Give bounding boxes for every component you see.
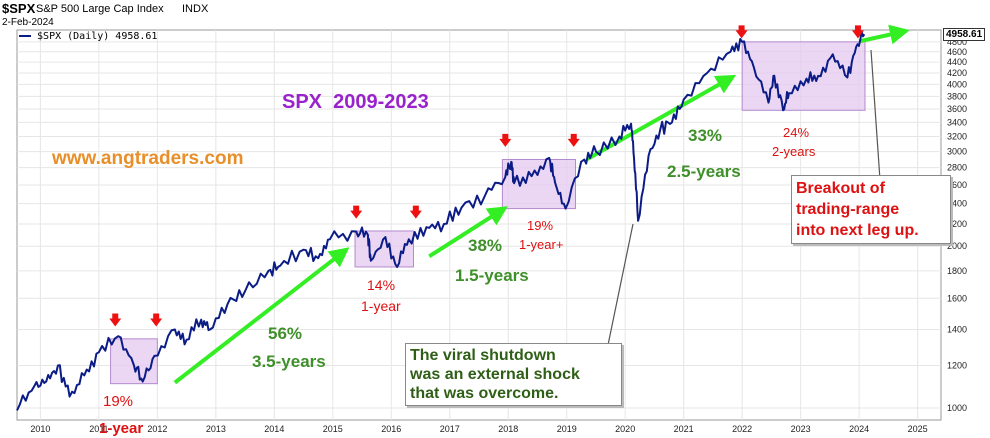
y-tick-label: 4800 [947, 37, 967, 47]
index-name: S&P 500 Large Cap Index [36, 3, 164, 15]
annotation-1-duration: 1-year [99, 420, 144, 437]
y-axis-tick-labels: 1000 1200 1400 1600 1800 2000 2200 2400 2600 2800… [947, 37, 967, 413]
x-tick-label: 2024 [849, 424, 869, 434]
trend-arrows [173, 24, 910, 385]
shutdown-line-2: was an external shock [410, 366, 580, 383]
y-tick-label: 1400 [947, 324, 967, 334]
x-tick-label: 2023 [791, 424, 811, 434]
x-tick-label: 2018 [498, 424, 518, 434]
x-tick-label: 2010 [30, 424, 50, 434]
y-tick-label: 3400 [947, 117, 967, 127]
annotation-6-duration: 2.5-years [667, 162, 741, 181]
trading-range-box [110, 338, 158, 385]
annotation-5-duration: 1-year+ [519, 237, 564, 252]
y-tick-label: 3800 [947, 91, 967, 101]
x-tick-label: 2015 [323, 424, 343, 434]
y-tick-label: 4600 [947, 47, 967, 57]
x-tick-label: 2022 [732, 424, 752, 434]
exchange-label: INDX [182, 3, 209, 15]
annotation-4-pct: 38% [468, 236, 503, 255]
down-arrow-marker-icon [735, 25, 748, 39]
y-tick-label: 2600 [947, 180, 967, 190]
legend-swatch [19, 35, 31, 37]
legend: $SPX (Daily) 4958.61 [19, 31, 157, 42]
annotation-4-duration: 1.5-years [455, 266, 529, 285]
y-tick-label: 2400 [947, 199, 967, 209]
x-tick-label: 2021 [674, 424, 694, 434]
breakout-line-1: Breakout of [796, 180, 885, 197]
shutdown-callout: The viral shutdown was an external shock… [405, 343, 622, 406]
y-tick-label: 3000 [947, 147, 967, 157]
y-tick-label: 4200 [947, 68, 967, 78]
breakout-pointer [870, 49, 881, 181]
down-arrow-marker-icon [150, 313, 163, 327]
y-tick-label: 2200 [947, 219, 967, 229]
y-tick-label: 2000 [947, 241, 967, 251]
breakout-line-3: into next leg up. [796, 222, 919, 239]
shutdown-line-1: The viral shutdown [410, 347, 556, 364]
trend-arrow [586, 74, 737, 161]
annotation-7-duration: 2-years [772, 144, 816, 159]
annotation-2-pct: 56% [268, 324, 303, 343]
symbol-title: $SPX [2, 1, 36, 16]
breakout-line-2: trading-range [796, 201, 900, 218]
shutdown-line-3: that was overcome. [410, 385, 559, 402]
x-tick-label: 2013 [206, 424, 226, 434]
annotation-3-duration: 1-year [361, 298, 401, 314]
x-tick-label: 2020 [615, 424, 635, 434]
chart-date: 2-Feb-2024 [2, 17, 54, 28]
shutdown-pointer [607, 223, 634, 346]
y-tick-label: 3200 [947, 132, 967, 142]
down-arrow-marker-icon [851, 25, 864, 39]
x-tick-label: 2019 [557, 424, 577, 434]
x-tick-label: 2014 [264, 424, 284, 434]
y-tick-label: 4400 [947, 57, 967, 67]
y-tick-label: 1000 [947, 403, 967, 413]
down-arrow-marker-icon [499, 133, 512, 147]
x-tick-label: 2017 [440, 424, 460, 434]
annotation-2-duration: 3.5-years [252, 352, 326, 371]
y-tick-label: 4000 [947, 79, 967, 89]
annotation-7-pct: 24% [783, 125, 810, 140]
last-price-label: 4958.61 [943, 28, 986, 41]
y-tick-label: 3600 [947, 104, 967, 114]
trend-arrow [173, 247, 350, 385]
y-tick-label: 1600 [947, 293, 967, 303]
legend-label: $SPX (Daily) 4958.61 [37, 31, 158, 42]
website-label: www.angtraders.com [52, 148, 244, 169]
down-arrow-marker-icon [567, 133, 580, 147]
down-arrow-marker-icon [350, 205, 363, 219]
y-tick-label: 2800 [947, 163, 967, 173]
top-markers [109, 25, 864, 327]
trading-range-box [501, 158, 576, 210]
x-tick-label: 2011 [89, 424, 108, 434]
annotation-6-pct: 33% [688, 126, 723, 145]
down-arrow-marker-icon [409, 205, 422, 219]
annotation-5-pct: 19% [527, 218, 554, 233]
annotation-1-pct: 19% [103, 393, 134, 410]
x-tick-label: 2012 [147, 424, 167, 434]
spx-price-line [16, 30, 866, 411]
x-axis-tick-labels: 2010 2011 2012 2013 2014 2015 2016 2017 2018 2019… [30, 424, 927, 434]
y-tick-label: 1800 [947, 266, 967, 276]
overlay-title: SPX 2009-2023 [282, 91, 429, 113]
y-tick-label: 1200 [947, 360, 967, 370]
x-tick-label: 2016 [381, 424, 401, 434]
trend-arrow [428, 206, 508, 259]
x-tick-label: 2025 [908, 424, 928, 434]
breakout-callout: Breakout of trading-range into next leg … [791, 175, 951, 244]
down-arrow-marker-icon [109, 313, 122, 327]
annotation-3-pct: 14% [367, 277, 396, 293]
trend-arrow [858, 24, 910, 45]
